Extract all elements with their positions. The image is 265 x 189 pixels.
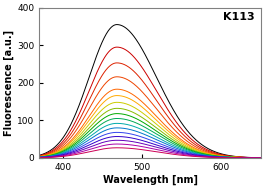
Y-axis label: Fluorescence [a.u.]: Fluorescence [a.u.] [4, 30, 14, 136]
Text: K113: K113 [223, 12, 254, 22]
X-axis label: Wavelength [nm]: Wavelength [nm] [103, 175, 198, 185]
